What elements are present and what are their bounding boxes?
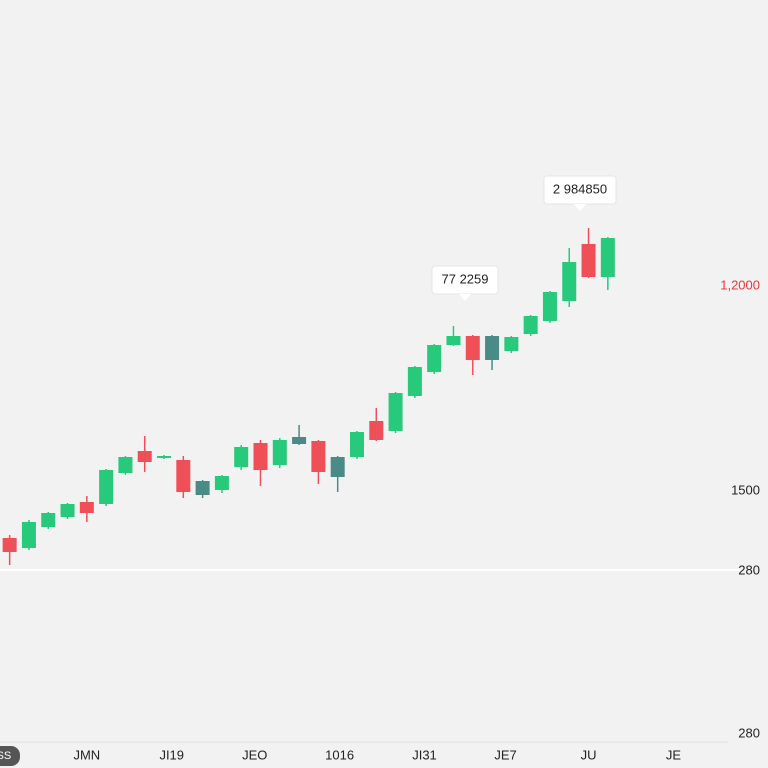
x-tick-label: SS xyxy=(0,750,11,762)
x-tick-label: JMN xyxy=(73,747,100,762)
right-label: 280 xyxy=(738,562,760,577)
x-tick-label: JI31 xyxy=(412,747,437,762)
candle-body xyxy=(388,393,403,431)
x-tick-label: JU xyxy=(581,747,597,762)
candle-body xyxy=(41,513,56,527)
candle-body xyxy=(369,421,384,440)
callout-pointer xyxy=(459,294,471,301)
candle-body xyxy=(600,238,615,277)
candle-body xyxy=(234,447,249,467)
callout: 77 2259 xyxy=(431,265,499,301)
candle-body xyxy=(427,345,442,372)
candle-body xyxy=(581,244,596,277)
candle-body xyxy=(21,522,36,548)
candle-body xyxy=(523,316,538,334)
candle-body xyxy=(562,262,577,301)
right-label: 1500 xyxy=(731,482,760,497)
candle-body xyxy=(137,451,152,462)
callout-text: 2 984850 xyxy=(553,181,607,196)
candle-body xyxy=(2,538,17,552)
x-tick-label: JE xyxy=(666,747,682,762)
right-label: 280 xyxy=(738,725,760,740)
candle-body xyxy=(272,440,287,465)
candle-body xyxy=(195,481,210,495)
x-tick-label: 1016 xyxy=(325,747,354,762)
candle-body xyxy=(446,336,461,345)
candle-body xyxy=(253,443,268,470)
label-pill xyxy=(0,746,20,766)
x-tick-label: JI19 xyxy=(159,747,184,762)
candle-body xyxy=(99,470,114,504)
candle-body xyxy=(407,367,422,396)
candle-body xyxy=(60,504,75,517)
candle-body xyxy=(311,441,326,472)
callout-pointer xyxy=(574,204,586,211)
x-tick-label: JEO xyxy=(242,747,267,762)
candle-body xyxy=(176,460,191,492)
candle-body xyxy=(330,457,345,477)
candle-body xyxy=(542,292,557,321)
candle-body xyxy=(465,336,480,360)
callout: 2 984850 xyxy=(543,175,617,211)
right-label: 1,2000 xyxy=(720,277,760,292)
candle-body xyxy=(485,336,500,360)
x-tick-label: JE7 xyxy=(494,747,516,762)
candle-body xyxy=(292,437,307,444)
candle-body xyxy=(214,476,229,490)
candle-body xyxy=(157,456,172,458)
candle-body xyxy=(118,457,133,473)
candle-body xyxy=(79,502,94,513)
candle-body xyxy=(349,432,364,457)
callout-text: 77 2259 xyxy=(442,271,489,286)
candle-body xyxy=(504,337,519,351)
